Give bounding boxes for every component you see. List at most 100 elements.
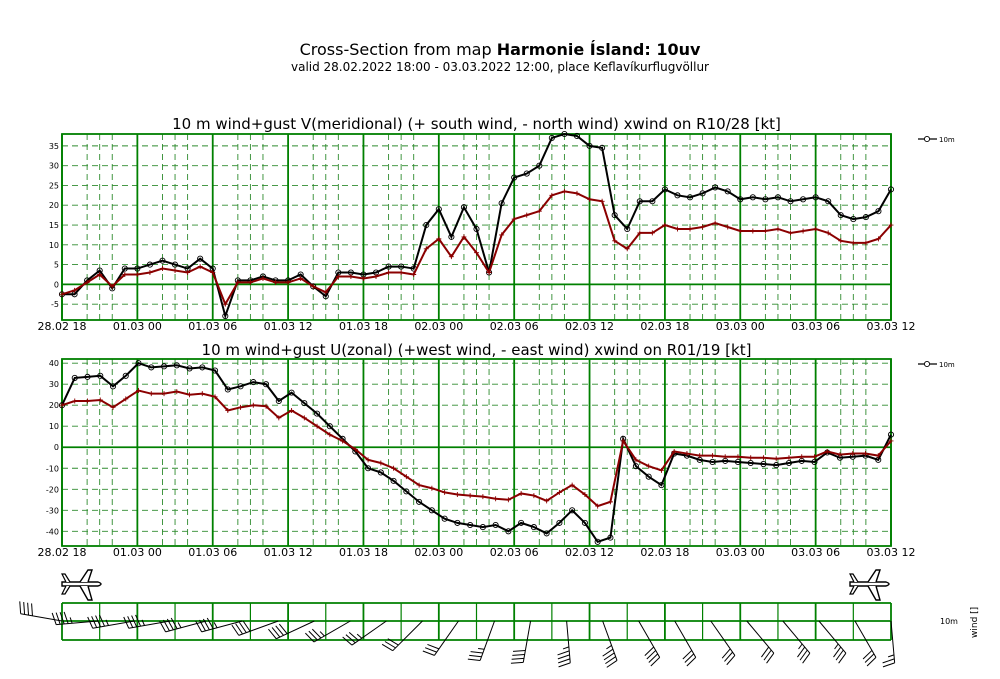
gust-point [348, 273, 354, 279]
y-tick-label: 25 [49, 181, 59, 190]
gust-point [174, 389, 180, 395]
airplane-left-icon [61, 569, 102, 601]
barb-feather [278, 623, 288, 634]
barb-half-feather [356, 633, 363, 639]
barb-shaft [890, 620, 896, 663]
gust-point [247, 279, 253, 285]
wind-point [785, 459, 793, 467]
legend: 10m [918, 360, 955, 369]
gust-point [624, 246, 630, 252]
wind-point [569, 507, 576, 514]
barb-half-feather [478, 648, 485, 650]
gust-point [398, 270, 404, 276]
wind-point [199, 364, 206, 371]
gust-point [524, 212, 530, 218]
barb-feather [19, 601, 22, 614]
barb-feather [275, 625, 284, 636]
barb-feather [650, 657, 661, 667]
y-tick-label: 30 [49, 380, 59, 389]
barb-feather [866, 657, 877, 667]
wind-point [737, 196, 744, 203]
wind-point [599, 144, 606, 151]
gust-point [531, 493, 537, 499]
barb-feather [603, 652, 615, 661]
barb-shaft [566, 620, 571, 663]
x-tick-label: 02.03 00 [414, 320, 463, 333]
wind-point [275, 397, 282, 405]
y-tick-label: 30 [49, 162, 59, 171]
wind-point [250, 379, 257, 386]
wind-barb [882, 620, 896, 668]
gust-point [148, 391, 154, 397]
barb-feather [95, 615, 102, 628]
gust-point [722, 454, 728, 460]
barb-feather [238, 622, 247, 633]
gust-point [775, 226, 781, 232]
gust-point [365, 457, 371, 463]
gust-point [687, 226, 693, 232]
gust-point [225, 407, 231, 413]
wind-point [288, 389, 295, 396]
gust-point [263, 403, 269, 409]
wind-series-line [62, 132, 892, 320]
plane-body [849, 581, 890, 587]
gust-point [800, 228, 806, 234]
barb-feather [835, 649, 844, 661]
gust-point [888, 438, 894, 444]
barb-shaft [746, 620, 775, 654]
wind-point [377, 469, 384, 476]
gust-point [671, 448, 677, 454]
gust-point [838, 238, 844, 244]
barb-feather [345, 634, 356, 644]
barb-shaft [56, 620, 99, 626]
gust-point [697, 453, 703, 459]
gust-point [97, 397, 103, 403]
wind-barb [51, 611, 99, 626]
barb-feather [23, 602, 26, 615]
wind-point [586, 142, 593, 149]
gust-point [518, 490, 524, 496]
barb-feather [163, 619, 170, 632]
gust-point [582, 492, 588, 498]
gust-point [461, 234, 467, 240]
barb-half-feather [798, 643, 803, 650]
barb-feather [467, 658, 481, 661]
wind-barb [638, 620, 661, 667]
gust-point [352, 446, 358, 452]
gust-point [773, 456, 779, 462]
plane-body [61, 581, 102, 587]
barb-feather [235, 623, 243, 635]
gust-point [199, 391, 205, 397]
barb-feather [55, 612, 61, 625]
barb-feather [644, 646, 655, 656]
barb-feather [726, 655, 736, 666]
gust-point [737, 228, 743, 234]
gust-point [474, 250, 479, 256]
x-tick-label: 01.03 00 [113, 546, 162, 559]
wind-point [211, 367, 219, 374]
gust-point [403, 474, 409, 480]
barb-shaft [522, 620, 532, 663]
gust-point [147, 270, 153, 276]
wind-point [498, 200, 505, 207]
barb-feather [557, 650, 570, 656]
barb-feather [602, 648, 614, 657]
gust-point [360, 275, 366, 281]
wind-point [747, 459, 754, 467]
gust-point [134, 271, 140, 277]
wind-barb [854, 620, 877, 667]
x-tick-label: 02.03 06 [490, 320, 539, 333]
gust-point [423, 246, 429, 252]
gust-point [750, 228, 756, 234]
y-tick-label: -40 [46, 527, 59, 536]
gust-point [411, 271, 417, 277]
wind-point [811, 458, 818, 466]
gust-point [238, 404, 244, 410]
y-tick-label: 20 [49, 201, 59, 210]
wind-point [416, 498, 423, 505]
y-tick-label: 10 [49, 241, 59, 250]
barb-shaft [854, 620, 877, 658]
barb-half-feather [887, 654, 895, 658]
legend-label: 10m [939, 361, 955, 369]
wind-barb [19, 601, 63, 622]
